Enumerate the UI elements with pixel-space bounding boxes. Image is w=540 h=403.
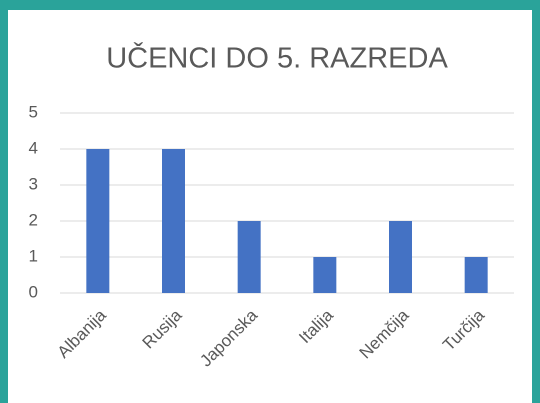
y-tick-label: 4: [29, 138, 38, 157]
bar: [464, 257, 488, 293]
bar: [237, 221, 261, 293]
y-tick-label: 0: [29, 282, 38, 301]
bar: [389, 221, 412, 293]
bar: [162, 149, 185, 293]
chart-title: UČENCI DO 5. RAZREDA: [106, 41, 448, 75]
y-tick-label: 3: [29, 174, 38, 193]
bar: [313, 257, 337, 293]
y-tick-label: 2: [29, 210, 38, 229]
y-tick-label: 1: [29, 246, 38, 265]
bar: [86, 149, 110, 293]
y-tick-label: 5: [29, 102, 38, 121]
